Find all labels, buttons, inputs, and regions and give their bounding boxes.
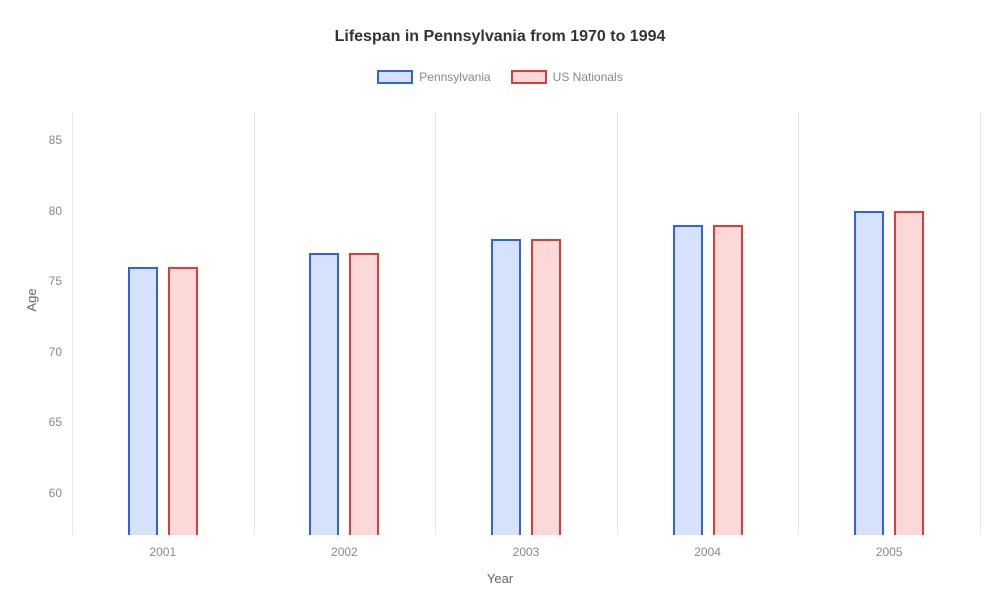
bar bbox=[713, 225, 743, 535]
chart-container: Lifespan in Pennsylvania from 1970 to 19… bbox=[0, 0, 1000, 600]
y-tick: 60 bbox=[49, 486, 72, 500]
bar bbox=[128, 267, 158, 535]
bar bbox=[531, 239, 561, 535]
plot-area: 606570758085 20012002200320042005 bbox=[72, 112, 980, 535]
bar bbox=[309, 253, 339, 535]
bar bbox=[491, 239, 521, 535]
y-tick: 65 bbox=[49, 415, 72, 429]
bar bbox=[349, 253, 379, 535]
x-tick: 2005 bbox=[876, 535, 903, 559]
bar bbox=[168, 267, 198, 535]
legend-label-us-nationals: US Nationals bbox=[553, 70, 623, 84]
x-axis-label: Year bbox=[487, 571, 513, 586]
chart-title: Lifespan in Pennsylvania from 1970 to 19… bbox=[0, 0, 1000, 46]
legend-item-us-nationals: US Nationals bbox=[511, 70, 623, 84]
legend-item-pennsylvania: Pennsylvania bbox=[377, 70, 490, 84]
y-axis-label: Age bbox=[24, 288, 39, 311]
y-tick: 85 bbox=[49, 133, 72, 147]
x-tick: 2003 bbox=[513, 535, 540, 559]
bar bbox=[673, 225, 703, 535]
grid-line bbox=[980, 112, 981, 535]
x-tick: 2001 bbox=[149, 535, 176, 559]
bar bbox=[894, 211, 924, 535]
bars-group bbox=[72, 112, 980, 535]
chart-legend: Pennsylvania US Nationals bbox=[0, 70, 1000, 84]
bar bbox=[854, 211, 884, 535]
y-tick: 70 bbox=[49, 345, 72, 359]
legend-swatch-pennsylvania bbox=[377, 70, 413, 84]
y-tick: 80 bbox=[49, 204, 72, 218]
y-tick: 75 bbox=[49, 274, 72, 288]
x-tick: 2002 bbox=[331, 535, 358, 559]
legend-swatch-us-nationals bbox=[511, 70, 547, 84]
legend-label-pennsylvania: Pennsylvania bbox=[419, 70, 490, 84]
x-tick: 2004 bbox=[694, 535, 721, 559]
